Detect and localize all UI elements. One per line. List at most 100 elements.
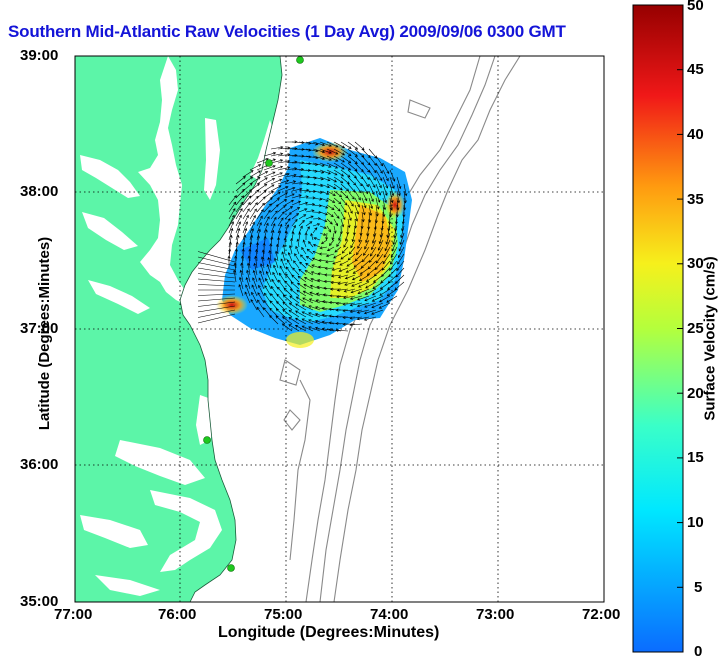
velocity-vector <box>347 197 354 207</box>
velocity-vector <box>356 246 363 256</box>
y-tick-label: 37:00 <box>20 320 59 337</box>
velocity-vector <box>288 324 300 332</box>
velocity-vector <box>312 204 322 208</box>
velocity-vector <box>249 176 261 185</box>
velocity-vector <box>319 190 330 195</box>
velocity-vector <box>257 299 265 311</box>
velocity-vector <box>340 169 351 178</box>
velocity-vector <box>340 162 352 171</box>
velocity-vector <box>256 306 265 318</box>
velocity-vector <box>382 253 391 265</box>
velocity-vector <box>291 161 305 165</box>
velocity-vector <box>312 227 318 234</box>
velocity-vector <box>249 195 259 206</box>
velocity-vector <box>358 274 370 282</box>
velocity-vector <box>291 181 304 185</box>
velocity-vector <box>308 312 321 318</box>
velocity-vector <box>345 267 356 273</box>
velocity-vector <box>263 209 271 220</box>
velocity-vector <box>343 288 356 293</box>
velocity-vector <box>340 197 348 206</box>
velocity-vector <box>356 302 370 308</box>
velocity-vector <box>328 328 342 332</box>
velocity-vector <box>333 148 346 156</box>
velocity-vector <box>312 141 326 147</box>
velocity-vector <box>395 204 399 218</box>
velocity-vector <box>314 306 328 311</box>
velocity-vector <box>270 178 283 185</box>
velocity-vector <box>296 282 307 290</box>
velocity-vector <box>277 223 283 234</box>
velocity-vector <box>375 253 384 264</box>
velocity-vector <box>274 257 279 269</box>
velocity-vector <box>375 162 383 174</box>
velocity-vector <box>258 284 265 297</box>
velocity-vector <box>303 277 314 283</box>
velocity-vector <box>249 228 255 241</box>
velocity-vector <box>361 169 370 181</box>
velocity-vector <box>290 237 294 248</box>
velocity-vector <box>372 281 384 289</box>
velocity-vector <box>263 292 272 304</box>
velocity-vector <box>197 313 236 324</box>
velocity-vector <box>310 278 321 283</box>
velocity-vector <box>326 155 339 162</box>
velocity-vector <box>249 189 260 199</box>
x-axis-label: Longitude (Degrees:Minutes) <box>218 624 440 641</box>
velocity-vector <box>384 239 391 252</box>
velocity-vector <box>326 183 337 189</box>
x-tick-label: 75:00 <box>264 606 303 623</box>
velocity-vector <box>375 176 382 189</box>
velocity-vector <box>275 315 286 325</box>
velocity-vector <box>329 294 342 298</box>
velocity-vector <box>298 231 302 241</box>
velocity-vector <box>284 186 296 192</box>
velocity-vector <box>352 267 363 274</box>
velocity-vector <box>361 211 365 223</box>
velocity-vector <box>335 328 349 332</box>
colorbar-label: Surface Velocity (cm/s) <box>701 256 719 421</box>
velocity-vector <box>308 305 321 311</box>
velocity-vector <box>298 214 307 220</box>
velocity-vector <box>323 286 335 290</box>
velocity-vector <box>378 302 391 309</box>
velocity-vector <box>197 267 236 275</box>
velocity-vector <box>347 148 358 157</box>
velocity-vector <box>235 234 240 248</box>
velocity-vector <box>328 239 335 246</box>
velocity-vector <box>255 248 259 262</box>
velocity-vector <box>312 183 324 188</box>
velocity-vector <box>340 155 352 164</box>
velocity-vector <box>270 172 283 178</box>
velocity-vector <box>330 281 342 285</box>
velocity-vector <box>340 218 345 228</box>
velocity-vector <box>254 255 258 269</box>
velocity-vector <box>275 243 279 255</box>
velocity-vector <box>276 293 286 304</box>
velocity-vector <box>371 295 384 302</box>
velocity-vector <box>270 145 284 150</box>
station-marker <box>265 159 273 167</box>
velocity-vector <box>263 197 273 206</box>
velocity-vector <box>235 227 241 241</box>
velocity-vector <box>284 180 297 185</box>
velocity-vector <box>275 308 286 318</box>
velocity-vector <box>324 273 335 277</box>
velocity-vector <box>312 162 325 167</box>
velocity-vector <box>291 274 300 283</box>
velocity-vector <box>238 283 244 297</box>
velocity-vector <box>228 221 234 234</box>
bay-water <box>80 56 276 596</box>
velocity-vector <box>295 245 300 255</box>
velocity-vector <box>375 197 380 210</box>
velocity-vector <box>308 319 321 325</box>
velocity-vector <box>308 298 321 304</box>
velocity-vector <box>340 183 350 192</box>
velocity-vector <box>253 262 258 276</box>
velocity-vector <box>242 221 248 234</box>
velocity-vector <box>319 225 327 229</box>
velocity-vector <box>319 204 329 209</box>
velocity-vector <box>319 211 328 216</box>
velocity-vector <box>326 225 332 233</box>
